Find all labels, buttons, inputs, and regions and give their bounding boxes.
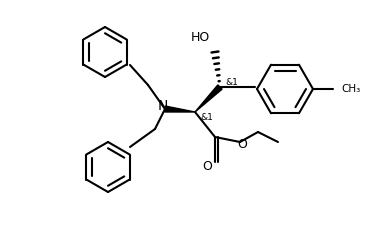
Text: N: N [158,99,168,113]
Text: O: O [202,160,212,173]
Polygon shape [195,85,222,112]
Text: HO: HO [190,31,210,44]
Text: &1: &1 [225,77,238,87]
Text: &1: &1 [200,113,213,122]
Text: CH₃: CH₃ [341,84,360,94]
Polygon shape [165,106,195,112]
Text: O: O [237,137,247,150]
